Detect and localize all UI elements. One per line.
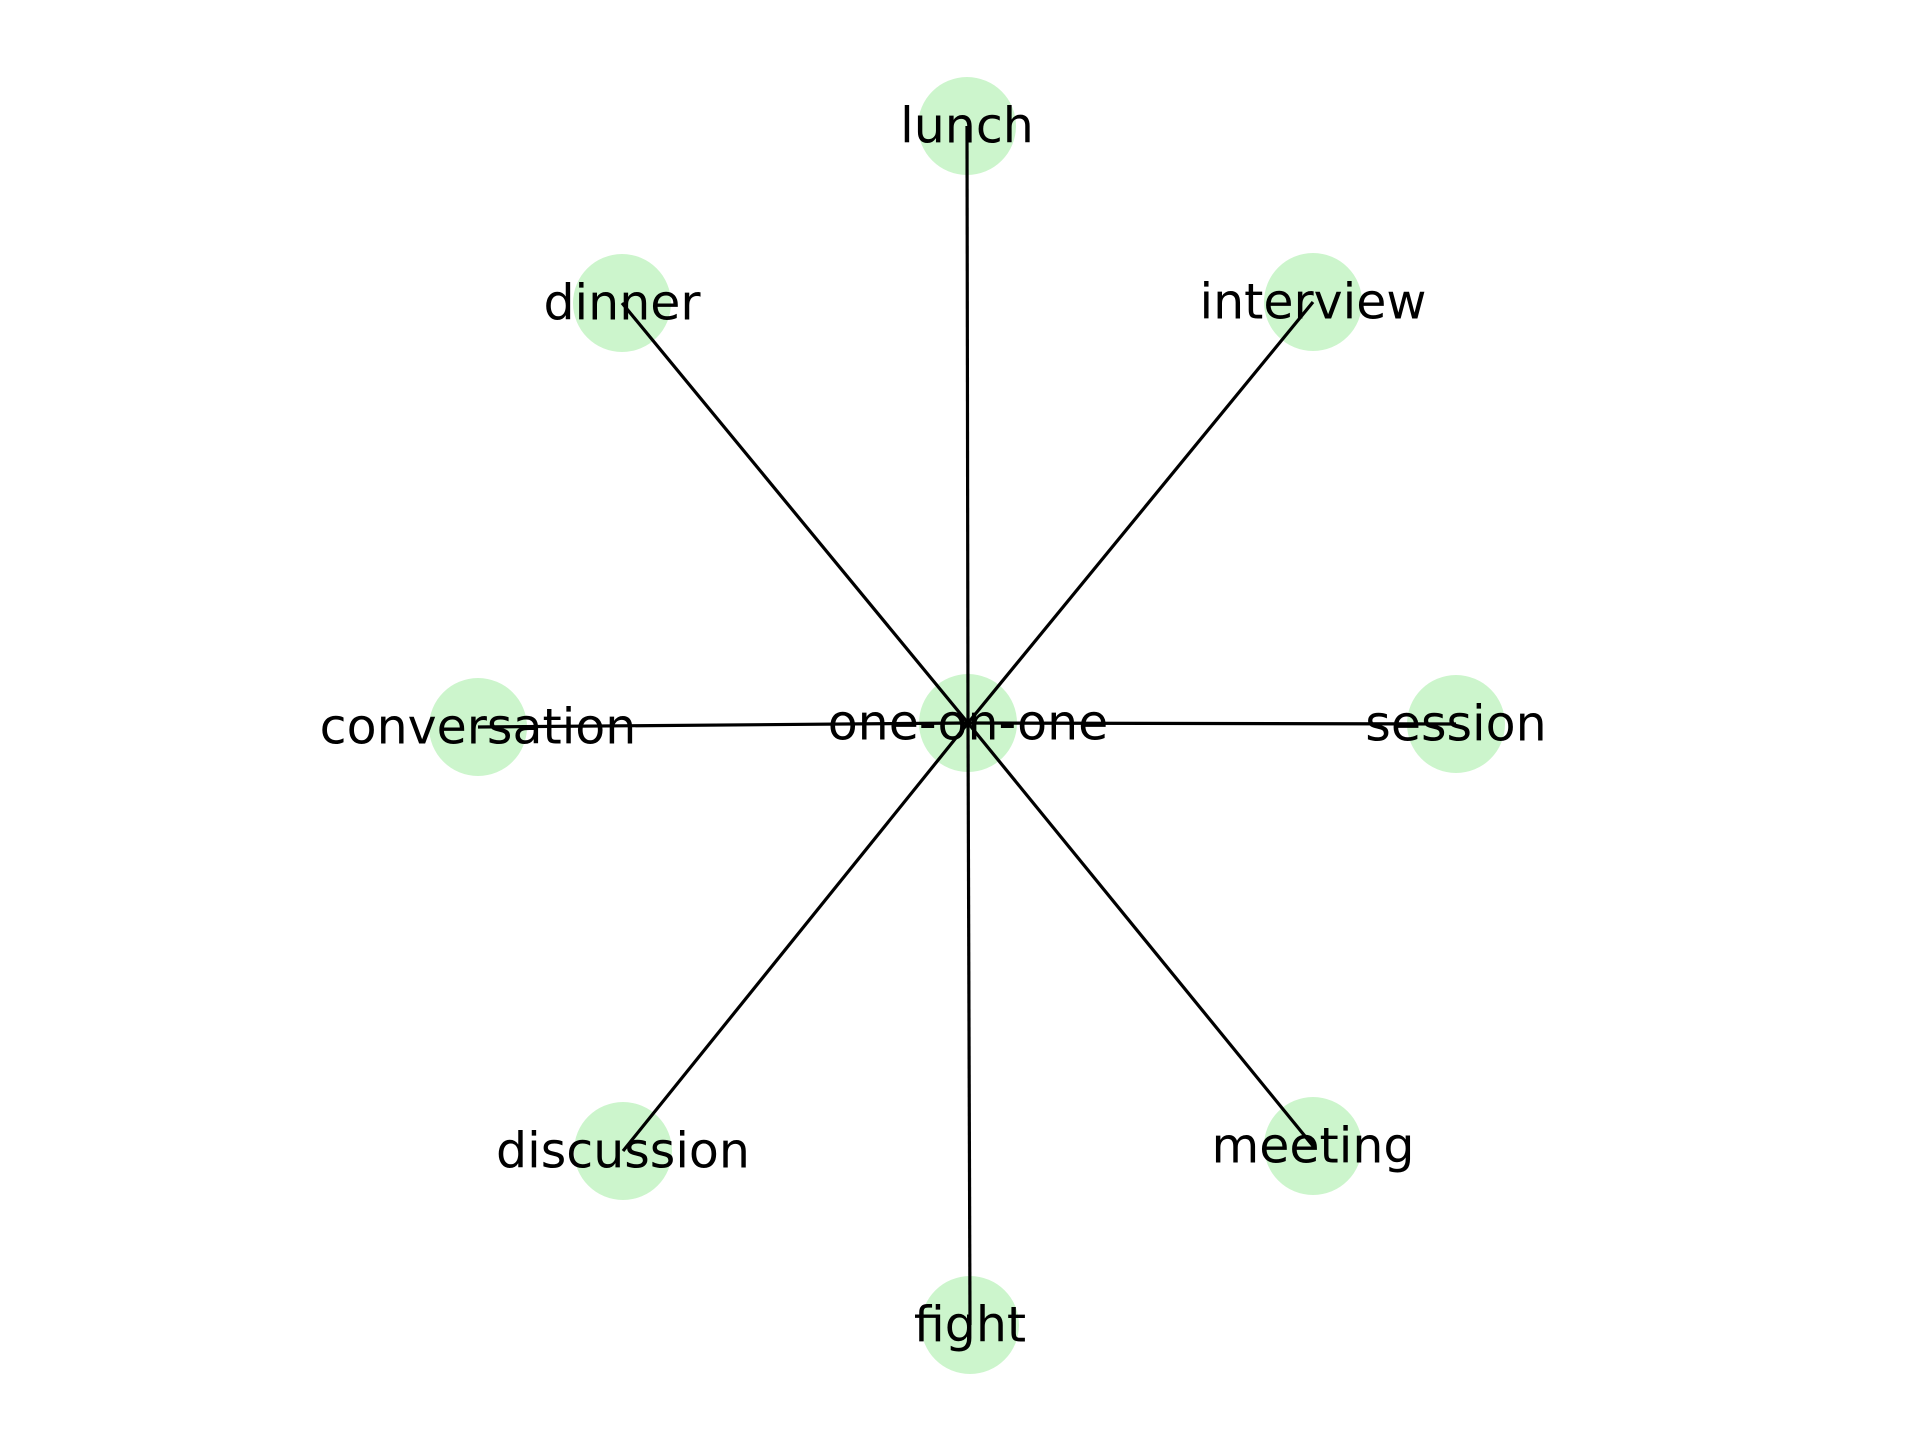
node-label: session: [1365, 696, 1546, 753]
edge-one-on-one-to-interview: [966, 300, 1315, 725]
node-label: interview: [1199, 274, 1426, 331]
edge-one-on-one-to-fight: [966, 722, 972, 1326]
edge-one-on-one-to-session: [967, 721, 1457, 726]
node-label: fight: [914, 1297, 1026, 1354]
node-label: meeting: [1211, 1118, 1414, 1175]
node-label: lunch: [900, 98, 1034, 155]
edge-one-on-one-to-meeting: [966, 721, 1315, 1148]
edge-one-on-one-to-dinner: [620, 301, 970, 725]
labels-layer: one-on-one lunch dinner interview conversati…: [320, 98, 1547, 1354]
edge-one-on-one-to-conversation: [477, 721, 969, 729]
node-label: discussion: [496, 1123, 750, 1180]
node-label: conversation: [320, 699, 637, 756]
edge-one-on-one-to-discussion: [621, 721, 970, 1153]
edge-one-on-one-to-lunch: [965, 125, 970, 724]
edges-layer: [477, 125, 1457, 1326]
node-label: dinner: [543, 275, 701, 332]
node-label: one-on-one: [828, 695, 1109, 752]
